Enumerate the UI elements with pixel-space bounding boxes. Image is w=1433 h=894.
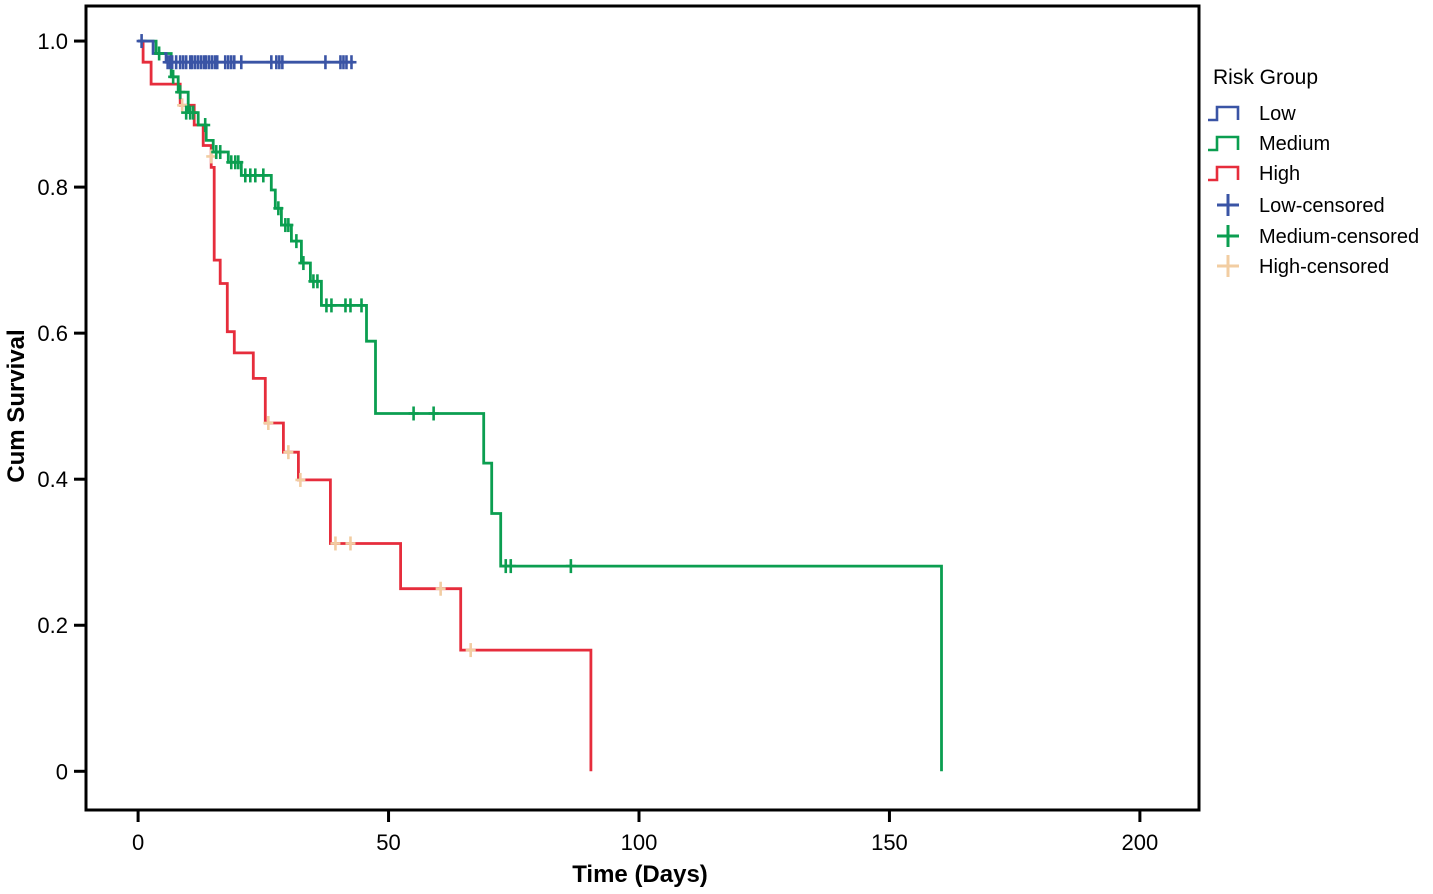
high-censored-mark xyxy=(295,472,306,487)
y-tick-label: 0 xyxy=(56,759,68,784)
medium-censored-mark xyxy=(505,559,516,574)
low-censored-mark xyxy=(277,55,288,70)
medium-censored-mark xyxy=(168,69,179,84)
censored-marks xyxy=(136,34,576,658)
x-tick-label: 0 xyxy=(132,830,144,855)
x-tick-label: 100 xyxy=(621,830,658,855)
low-censored-mark xyxy=(346,55,357,70)
high-censored-mark xyxy=(330,536,341,551)
medium-censored-mark xyxy=(258,168,269,183)
medium-censored-mark xyxy=(233,155,244,170)
medium-censored-mark xyxy=(154,46,165,61)
legend-item-low-censored: Low-censored xyxy=(1217,194,1385,217)
high-censored-mark xyxy=(465,643,476,658)
medium-censored-mark xyxy=(408,406,419,421)
medium-censored-mark xyxy=(345,298,356,313)
legend-title: Risk Group xyxy=(1213,66,1318,89)
low-censored-mark xyxy=(320,55,331,70)
x-tick-label: 200 xyxy=(1122,830,1159,855)
medium-censored-mark xyxy=(326,298,337,313)
medium-censored-mark xyxy=(291,234,302,249)
legend-item-low: Low xyxy=(1208,103,1296,125)
medium-censored-mark xyxy=(273,201,284,216)
x-tick-label: 150 xyxy=(871,830,908,855)
y-tick-label: 0.6 xyxy=(37,321,68,346)
y-axis-title: Cum Survival xyxy=(3,329,30,482)
medium-censored-mark xyxy=(215,145,226,160)
medium-censored-mark xyxy=(200,118,211,133)
medium-censored-mark xyxy=(428,406,439,421)
plot-frame xyxy=(84,4,1201,812)
x-axis-ticks: 0 50 100 150 200 xyxy=(132,811,1158,855)
legend-item-high-censored: High-censored xyxy=(1217,255,1389,278)
high-censored-mark xyxy=(283,445,294,460)
medium-censored-mark xyxy=(356,298,367,313)
x-tick-label: 50 xyxy=(376,830,400,855)
medium-censored-mark xyxy=(312,274,323,289)
high-censored-mark xyxy=(206,149,217,164)
medium-censored-plus-icon xyxy=(1217,225,1239,247)
high-censored-mark xyxy=(435,581,446,596)
legend-item-label: High xyxy=(1259,163,1300,185)
x-axis-title: Time (Days) xyxy=(572,861,708,888)
y-tick-label: 0.2 xyxy=(37,613,68,638)
legend: Risk Group Low Medium High Low-censored … xyxy=(1208,66,1419,278)
medium-censored-mark xyxy=(565,559,576,574)
high-censored-mark xyxy=(177,98,188,113)
legend-item-label: Medium xyxy=(1259,133,1330,155)
low-line-swatch-icon xyxy=(1208,105,1240,122)
legend-item-high: High xyxy=(1208,163,1300,185)
high-line-swatch-icon xyxy=(1208,165,1240,182)
medium-censored-mark xyxy=(175,85,186,100)
y-axis-ticks: 0 0.2 0.4 0.6 0.8 1.0 xyxy=(37,29,85,784)
high-censored-mark xyxy=(345,536,356,551)
medium-censored-mark xyxy=(298,256,309,271)
y-tick-label: 1.0 xyxy=(37,29,68,54)
low-censored-mark xyxy=(136,34,147,49)
legend-item-medium: Medium xyxy=(1208,133,1330,155)
y-tick-label: 0.8 xyxy=(37,175,68,200)
high-censored-plus-icon xyxy=(1217,255,1239,277)
high-censored-mark xyxy=(263,415,274,430)
legend-item-label: Low xyxy=(1259,103,1296,125)
legend-item-label: High-censored xyxy=(1259,256,1389,278)
legend-item-medium-censored: Medium-censored xyxy=(1217,225,1419,248)
medium-line-swatch-icon xyxy=(1208,135,1240,152)
medium-censored-mark xyxy=(283,218,294,233)
low-censored-plus-icon xyxy=(1217,194,1239,216)
legend-item-label: Medium-censored xyxy=(1259,226,1419,248)
legend-item-label: Low-censored xyxy=(1259,195,1385,217)
y-tick-label: 0.4 xyxy=(37,467,68,492)
medium-censored-mark xyxy=(188,105,199,120)
low-censored-mark xyxy=(236,55,247,70)
